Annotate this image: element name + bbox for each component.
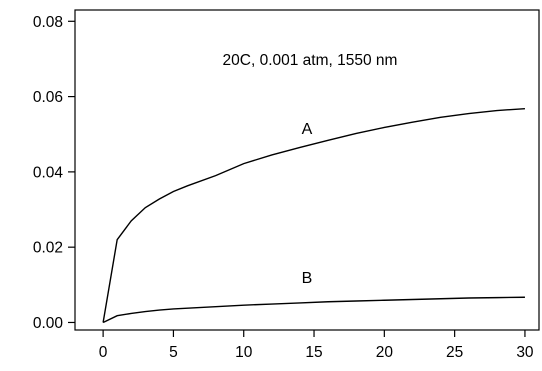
chart-annotation: 20C, 0.001 atm, 1550 nm [223,52,398,69]
x-tick-label: 25 [446,344,463,361]
y-tick-label: 0.02 [33,240,63,257]
x-tick-label: 0 [99,344,108,361]
y-tick-label: 0.00 [33,315,64,332]
y-tick-label: 0.04 [33,164,64,181]
x-tick-label: 5 [169,344,178,361]
x-tick-label: 30 [516,344,534,361]
x-tick-label: 10 [235,344,253,361]
x-tick-label: 20 [376,344,394,361]
x-axis-ticks: 0 5 10 15 20 25 30 [99,330,534,361]
y-tick-label: 0.08 [33,14,63,31]
series-layer: AB [102,107,525,324]
x-tick-label: 15 [305,344,322,361]
series-line-b [102,296,525,324]
series-label-b: B [302,270,313,287]
plot-frame [74,9,540,331]
y-axis-ticks: 0.00 0.02 0.04 0.06 0.08 [33,14,75,332]
series-line-a [102,107,525,323]
series-label-a: A [302,121,313,138]
y-tick-label: 0.06 [33,89,63,106]
